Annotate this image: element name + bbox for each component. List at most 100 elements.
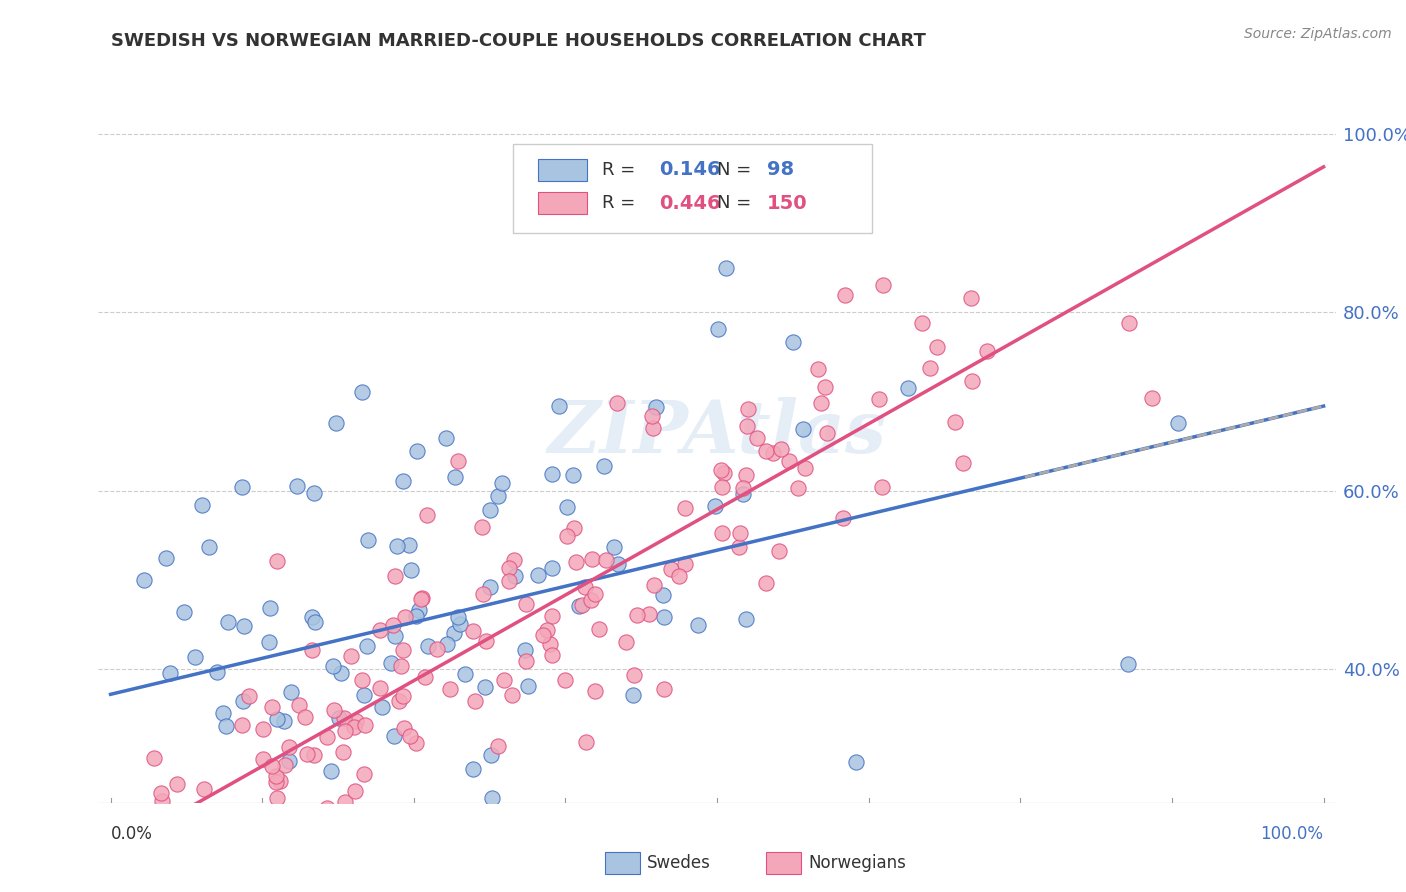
Point [623,668,645,682]
Point [384,629,406,643]
Point [301,610,323,624]
Point [583,683,606,698]
Point [197,540,219,554]
Point [389,659,412,673]
Point [778,454,800,468]
Point [707,322,730,336]
Point [581,552,603,566]
Point [745,431,768,445]
Point [204,855,226,869]
Point [515,643,537,657]
Point [614,635,637,649]
Point [595,552,617,566]
Point [322,658,344,673]
Point [447,454,470,468]
Point [501,688,523,702]
Point [538,637,561,651]
Point [333,724,356,739]
Point [755,576,778,591]
Point [380,656,402,670]
Point [340,648,363,663]
Point [531,628,554,642]
Point [643,578,665,592]
Point [454,666,477,681]
Point [382,729,405,743]
Point [304,615,326,629]
Point [436,637,458,651]
Point [149,786,172,800]
Point [274,758,297,772]
Point [252,723,274,737]
Point [959,292,981,306]
Point [486,739,509,753]
Point [734,611,756,625]
Point [167,814,190,829]
Point [474,681,496,695]
Point [280,685,302,699]
Point [398,537,420,551]
Point [621,688,644,702]
Point [481,747,503,762]
Point [266,554,288,568]
Text: N =: N = [717,161,756,178]
Point [583,587,606,601]
Point [652,682,675,697]
Point [782,334,804,349]
Point [463,762,485,776]
Point [562,521,585,535]
Point [399,563,422,577]
Text: SWEDISH VS NORWEGIAN MARRIED-COUPLE HOUSEHOLDS CORRELATION CHART: SWEDISH VS NORWEGIAN MARRIED-COUPLE HOUS… [111,32,925,50]
Point [728,526,751,541]
Point [315,801,337,815]
Point [787,481,810,495]
Point [652,610,675,624]
Point [710,480,733,494]
Point [269,866,291,880]
Point [273,714,295,728]
Text: R =: R = [602,161,641,178]
Point [565,555,588,569]
Point [770,442,793,456]
Point [259,600,281,615]
Point [834,287,856,301]
Point [232,694,254,708]
Point [368,681,391,696]
Point [439,681,461,696]
Point [544,863,567,877]
Point [252,752,274,766]
Text: Source: ZipAtlas.com: Source: ZipAtlas.com [1244,27,1392,41]
Point [868,392,890,406]
Point [686,618,709,632]
Point [231,480,253,494]
Point [503,553,526,567]
Point [479,580,502,594]
Point [370,700,392,714]
Point [278,739,301,754]
Point [515,597,537,611]
Point [278,754,301,768]
Point [603,540,626,554]
Point [416,508,439,522]
Point [302,486,325,500]
Point [574,581,596,595]
Point [242,831,264,846]
Point [733,487,755,501]
Bar [537,192,588,214]
Point [464,693,486,707]
Point [503,569,526,583]
Point [297,747,319,761]
Point [205,665,228,680]
Point [733,481,755,495]
Point [392,689,415,703]
Point [768,544,790,558]
Point [332,745,354,759]
Point [645,401,668,415]
Point [976,343,998,358]
Point [626,608,648,623]
Point [491,475,513,490]
Point [405,609,427,624]
Point [668,569,690,583]
Point [285,479,308,493]
Point [160,834,183,848]
Point [638,607,661,621]
